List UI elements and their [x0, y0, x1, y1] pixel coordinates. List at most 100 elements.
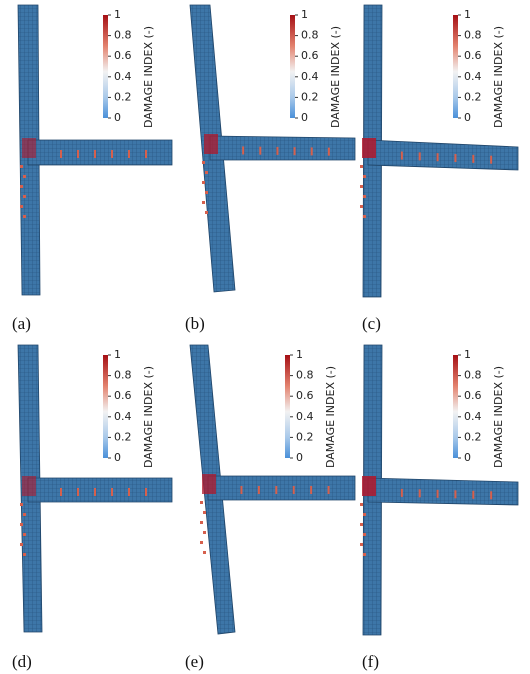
column-crack [360, 543, 363, 546]
column-crack [205, 211, 208, 214]
colorbar-title: DAMAGE INDEX (-) [329, 26, 342, 128]
column-crack [20, 503, 23, 506]
column-crack [20, 205, 23, 208]
colorbar [103, 355, 108, 458]
column-crack [360, 523, 363, 526]
column-crack [202, 181, 205, 184]
column-crack [200, 521, 203, 524]
colorbar-title: DAMAGE INDEX (-) [324, 366, 337, 468]
joint-damage [362, 138, 376, 158]
colorbar-tick-label: 0 [464, 451, 471, 464]
colorbar-tick-label: 0.4 [296, 410, 314, 423]
column-crack [200, 541, 203, 544]
column-crack [23, 195, 26, 198]
beam-crack [454, 154, 457, 163]
colorbar-tick-label: 0.2 [114, 430, 132, 443]
colorbar-tick-label: 0.4 [301, 70, 319, 83]
colorbar-tick-label: 1 [301, 8, 308, 21]
beam-crack [418, 489, 421, 498]
beam-crack [128, 488, 130, 496]
colorbar-tick-label: 0.8 [114, 369, 132, 382]
colorbar-tick-label: 0.6 [301, 49, 319, 62]
panel-label: (d) [12, 652, 32, 671]
beam-crack [310, 147, 313, 156]
panel-label: (c) [362, 314, 381, 333]
beam-crack [276, 146, 279, 155]
column-crack [20, 523, 23, 526]
column-crack [203, 511, 206, 514]
beam-crack [111, 150, 113, 158]
column-crack [205, 171, 208, 174]
colorbar-tick-label: 0.6 [114, 389, 132, 402]
beam-mesh [367, 477, 519, 506]
colorbar-tick-label: 0.8 [301, 29, 319, 42]
column-crack [23, 553, 26, 556]
colorbar-tick-label: 0.8 [114, 29, 132, 42]
beam-crack [145, 488, 147, 496]
beam-crack [145, 150, 147, 158]
colorbar-tick-label: 0.4 [464, 70, 482, 83]
beam-crack [60, 488, 62, 496]
beam-crack [275, 486, 278, 494]
panel: 1 0.8 0.6 0.4 0.2 0 DAMAGE INDEX (-) (e) [185, 344, 356, 671]
column-crack [203, 551, 206, 554]
column-crack [23, 533, 26, 536]
joint-damage [202, 474, 216, 494]
column-crack [203, 531, 206, 534]
beam-crack [454, 490, 457, 499]
colorbar-tick-label: 0 [464, 111, 471, 124]
colorbar-title: DAMAGE INDEX (-) [142, 366, 155, 468]
beam-mesh [367, 139, 519, 171]
colorbar-tick-label: 0.8 [464, 369, 482, 382]
beam-crack [327, 147, 330, 156]
column-crack [23, 175, 26, 178]
column-crack [360, 185, 363, 188]
beam-crack [77, 150, 79, 158]
beam-mesh [207, 475, 356, 501]
panel-label: (b) [185, 314, 205, 333]
beam-crack [257, 486, 260, 494]
colorbar-tick-label: 0.6 [464, 49, 482, 62]
colorbar-title: DAMAGE INDEX (-) [492, 26, 505, 128]
column-crack [363, 533, 366, 536]
panel: 1 0.8 0.6 0.4 0.2 0 DAMAGE INDEX (-) (b) [185, 4, 356, 333]
colorbar-tick-label: 1 [114, 8, 121, 21]
colorbar-tick-label: 0.6 [296, 389, 314, 402]
panel: 1 0.8 0.6 0.4 0.2 0 DAMAGE INDEX (-) (f) [360, 344, 519, 671]
beam-crack [490, 155, 493, 164]
joint-damage [204, 134, 218, 154]
colorbar-tick-label: 0.2 [464, 90, 482, 103]
panel: 1 0.8 0.6 0.4 0.2 0 DAMAGE INDEX (-) (d) [12, 344, 173, 671]
beam-mesh [209, 135, 356, 161]
joint-damage [362, 476, 376, 496]
beam-crack [240, 486, 243, 494]
beam-crack [94, 488, 96, 496]
beam-crack [400, 151, 403, 160]
column-crack [20, 165, 23, 168]
beam-mesh [27, 477, 173, 503]
beam-crack [259, 146, 262, 155]
joint-damage [22, 138, 36, 158]
colorbar-title: DAMAGE INDEX (-) [492, 366, 505, 468]
beam-crack [436, 489, 439, 498]
column-crack [202, 201, 205, 204]
beam-crack [77, 488, 79, 496]
colorbar-tick-label: 0 [301, 111, 308, 124]
colorbar-tick-label: 1 [464, 8, 471, 21]
column-crack [363, 513, 366, 516]
colorbar-tick-label: 1 [464, 348, 471, 361]
colorbar-tick-label: 0.2 [464, 430, 482, 443]
colorbar-tick-label: 0.8 [464, 29, 482, 42]
colorbar-tick-label: 1 [114, 348, 121, 361]
colorbar-tick-label: 0.2 [114, 90, 132, 103]
column-crack [23, 215, 26, 218]
colorbar [453, 15, 458, 118]
column-crack [360, 503, 363, 506]
beam-crack [292, 486, 295, 494]
beam-crack [310, 486, 313, 494]
column-crack [363, 215, 366, 218]
column-crack [200, 501, 203, 504]
beam-crack [111, 488, 113, 496]
panel-label: (f) [362, 652, 379, 671]
beam-crack [60, 150, 62, 158]
